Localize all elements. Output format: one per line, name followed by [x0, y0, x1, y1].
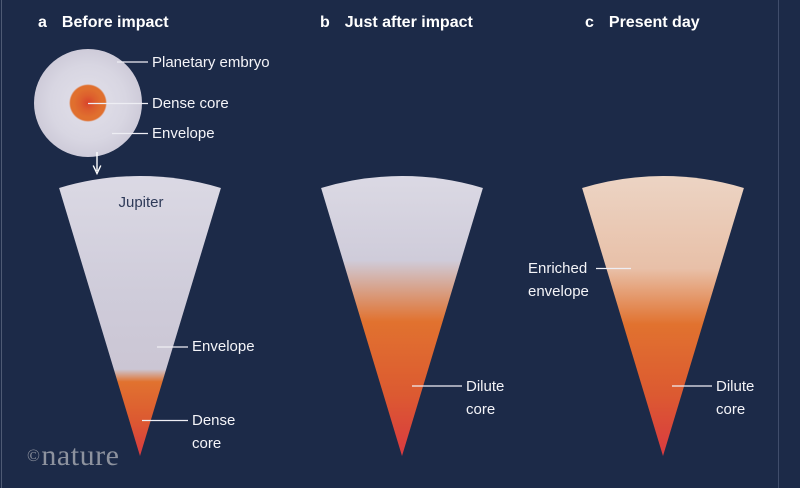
- down-arrow-icon: [92, 152, 102, 176]
- leader-lines: [88, 61, 712, 422]
- jupiter-label: Jupiter: [118, 194, 164, 211]
- dilute-core-wedge-b-label: Dilute core: [466, 378, 505, 418]
- panel-b-header: b Just after impact: [320, 11, 473, 34]
- envelope-embryo-label: Envelope: [152, 125, 215, 142]
- jupiter-wedge-present-day: [582, 176, 744, 456]
- jupiter-wedge-before-impact: [59, 176, 221, 457]
- copyright-icon: ©: [27, 446, 41, 465]
- dense-core-wedge-a-label: Dense core: [192, 412, 236, 452]
- jupiter-wedge-just-after-impact: [321, 176, 483, 456]
- panel-a-letter: a: [38, 14, 47, 31]
- envelope-wedge-a-label: Envelope: [192, 338, 255, 355]
- panel-c-header: c Present day: [585, 11, 700, 34]
- figure-right-edge-line: [778, 0, 779, 488]
- planetary-embryo-label: Planetary embryo: [152, 54, 270, 71]
- panel-b-title: Just after impact: [344, 14, 473, 31]
- panel-a-title: Before impact: [61, 14, 169, 31]
- panel-c-letter: c: [585, 14, 594, 31]
- panel-b-letter: b: [320, 14, 330, 31]
- enriched-envelope-label: Enriched envelope: [528, 260, 589, 300]
- dense-core-embryo-label: Dense core: [152, 95, 229, 112]
- panel-a-header: a Before impact: [38, 11, 169, 34]
- nature-brand-text: nature: [41, 439, 120, 472]
- panel-c-title: Present day: [608, 14, 700, 31]
- nature-logo: ©nature: [27, 441, 119, 475]
- figure-left-edge-line: [1, 0, 2, 488]
- dilute-core-wedge-c-label: Dilute core: [716, 378, 755, 418]
